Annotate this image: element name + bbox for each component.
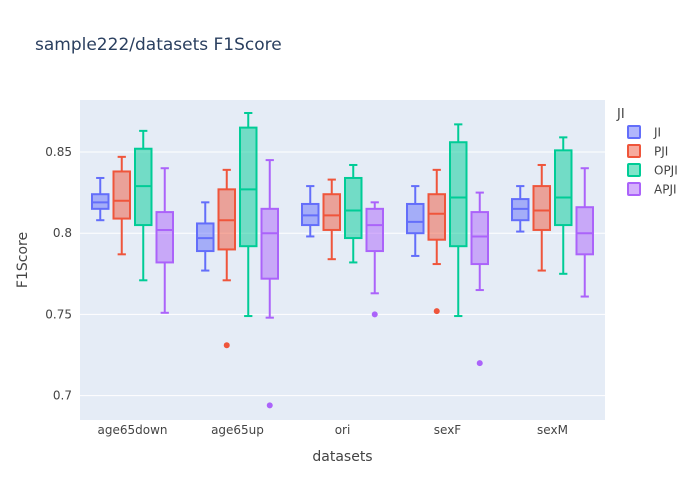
outlier-point: [433, 308, 440, 315]
box-series: [91, 111, 594, 409]
legend-item-ji[interactable]: JI: [627, 125, 661, 140]
x-tick-label: age65up: [211, 423, 264, 437]
box-body: [322, 193, 341, 231]
legend-label: JI: [653, 126, 661, 140]
y-axis-title: F1Score: [15, 232, 31, 288]
y-axis-ticks: 0.7 0.75 0.8 0.85: [45, 145, 72, 403]
x-tick-label: ori: [335, 423, 351, 437]
legend-label: PJI: [654, 145, 668, 159]
series-opji: [134, 111, 573, 318]
series-ji: [91, 176, 530, 272]
y-tick-label: 0.75: [45, 307, 72, 321]
box: [511, 185, 530, 233]
box: [322, 178, 341, 261]
y-tick-label: 0.7: [53, 389, 72, 403]
box: [532, 163, 551, 272]
box-body: [532, 185, 551, 231]
box-body: [575, 206, 594, 256]
box: [344, 163, 363, 264]
box: [112, 155, 131, 256]
legend-label: APJI: [654, 183, 677, 197]
box: [301, 185, 320, 238]
box: [406, 185, 425, 257]
box: [449, 123, 468, 318]
box: [575, 167, 594, 298]
x-tick-label: age65down: [97, 423, 167, 437]
legend[interactable]: JI JI PJI OPJI APJI: [616, 107, 678, 197]
outlier-point: [476, 360, 483, 367]
chart-title: sample222/datasets F1Score: [35, 35, 282, 55]
box: [365, 201, 384, 318]
legend-swatch: [627, 125, 641, 139]
box-body: [112, 170, 131, 220]
box: [554, 136, 573, 275]
x-axis-ticks: age65down age65up ori sexF sexM: [97, 423, 567, 437]
outlier-point: [371, 311, 378, 318]
box-body: [449, 141, 468, 248]
box-body: [554, 149, 573, 227]
box-body: [470, 211, 489, 266]
box: [196, 201, 215, 272]
legend-swatch: [627, 144, 641, 158]
y-tick-label: 0.8: [53, 226, 72, 240]
legend-item-opji[interactable]: OPJI: [627, 163, 678, 178]
box-body: [260, 207, 279, 280]
legend-title: JI: [616, 107, 625, 122]
box-body: [406, 202, 425, 235]
series-pji: [112, 155, 551, 349]
series-apji: [155, 159, 594, 409]
outlier-point: [223, 342, 230, 349]
legend-swatch: [627, 163, 641, 177]
box-body: [344, 176, 363, 240]
y-tick-label: 0.85: [45, 145, 72, 159]
box: [470, 191, 489, 367]
legend-label: OPJI: [654, 164, 678, 178]
x-tick-label: sexF: [434, 423, 462, 437]
box: [427, 168, 446, 315]
box-body: [427, 193, 446, 241]
outlier-point: [266, 402, 273, 409]
legend-item-apji[interactable]: APJI: [627, 182, 677, 197]
legend-item-pji[interactable]: PJI: [627, 144, 668, 159]
box: [155, 167, 174, 314]
box-body: [239, 126, 258, 248]
box: [134, 129, 153, 282]
legend-swatch: [627, 182, 641, 196]
box: [260, 159, 279, 409]
box-body: [155, 211, 174, 264]
box: [217, 168, 236, 349]
box: [91, 176, 110, 222]
x-axis-title: datasets: [312, 449, 372, 465]
box: [239, 111, 258, 318]
x-tick-label: sexM: [537, 423, 568, 437]
box-body: [365, 207, 384, 253]
